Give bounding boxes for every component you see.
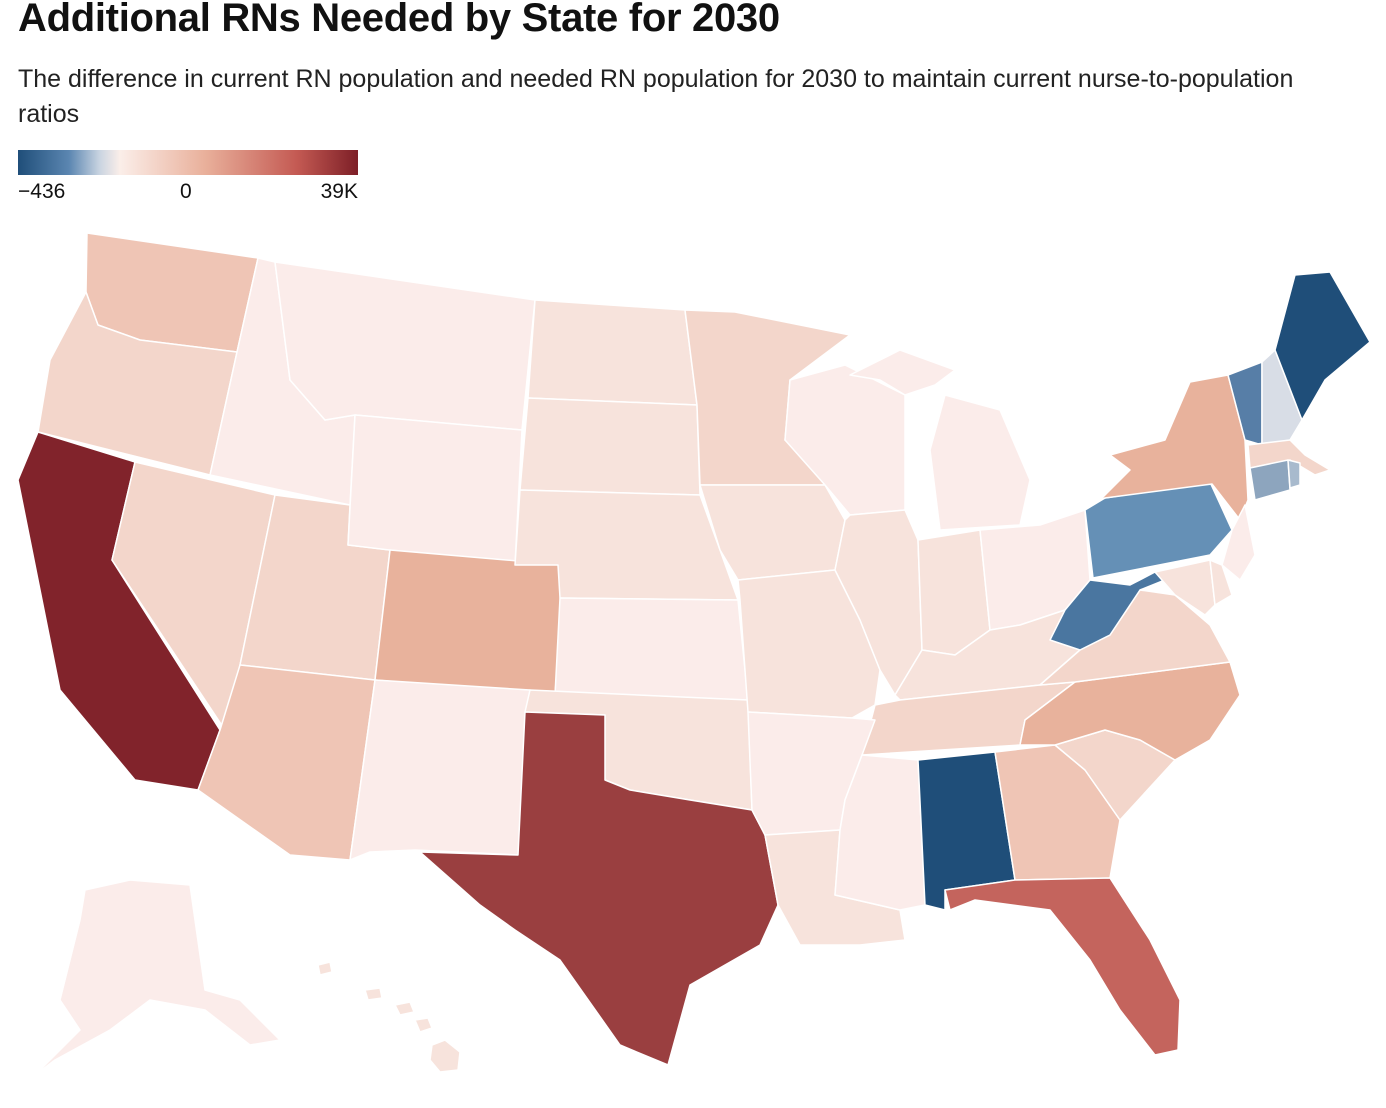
page-title: Additional RNs Needed by State for 2030 xyxy=(18,0,780,40)
state-maryland[interactable] xyxy=(1154,559,1216,616)
state-hawaii-islands[interactable] xyxy=(317,961,433,1033)
state-florida[interactable] xyxy=(944,877,1181,1056)
state-new-hampshire[interactable] xyxy=(1261,349,1303,446)
state-new-mexico[interactable] xyxy=(349,679,531,861)
state-indiana[interactable] xyxy=(917,529,991,656)
state-mississippi[interactable] xyxy=(834,754,926,911)
state-colorado[interactable] xyxy=(374,549,566,696)
legend-mid-label: 0 xyxy=(180,180,192,203)
color-legend: −436 0 39K xyxy=(18,150,358,203)
state-michigan-lower[interactable] xyxy=(929,394,1031,531)
state-maine[interactable] xyxy=(1274,271,1371,421)
state-texas[interactable] xyxy=(419,711,779,1066)
us-choropleth-map xyxy=(17,232,1371,1076)
state-south-dakota[interactable] xyxy=(519,397,701,496)
state-west-virginia[interactable] xyxy=(1049,571,1166,651)
legend-min-label: −436 xyxy=(18,180,66,203)
state-alaska[interactable] xyxy=(34,879,281,1076)
state-montana[interactable] xyxy=(274,261,536,431)
state-wyoming[interactable] xyxy=(347,414,523,566)
state-north-carolina[interactable] xyxy=(1019,661,1241,761)
state-north-dakota[interactable] xyxy=(527,299,698,406)
legend-gradient-bar xyxy=(18,150,358,175)
state-new-jersey[interactable] xyxy=(1221,504,1256,581)
state-delaware[interactable] xyxy=(1209,559,1233,606)
state-rhode-island[interactable] xyxy=(1287,459,1301,489)
state-connecticut[interactable] xyxy=(1249,459,1291,501)
state-kansas[interactable] xyxy=(554,597,749,701)
legend-max-label: 39K xyxy=(320,180,358,203)
page-subtitle: The difference in current RN population … xyxy=(18,65,1294,128)
state-illinois[interactable] xyxy=(834,509,923,696)
state-michigan-upper[interactable] xyxy=(849,349,956,396)
state-hawaii[interactable] xyxy=(429,1039,461,1073)
